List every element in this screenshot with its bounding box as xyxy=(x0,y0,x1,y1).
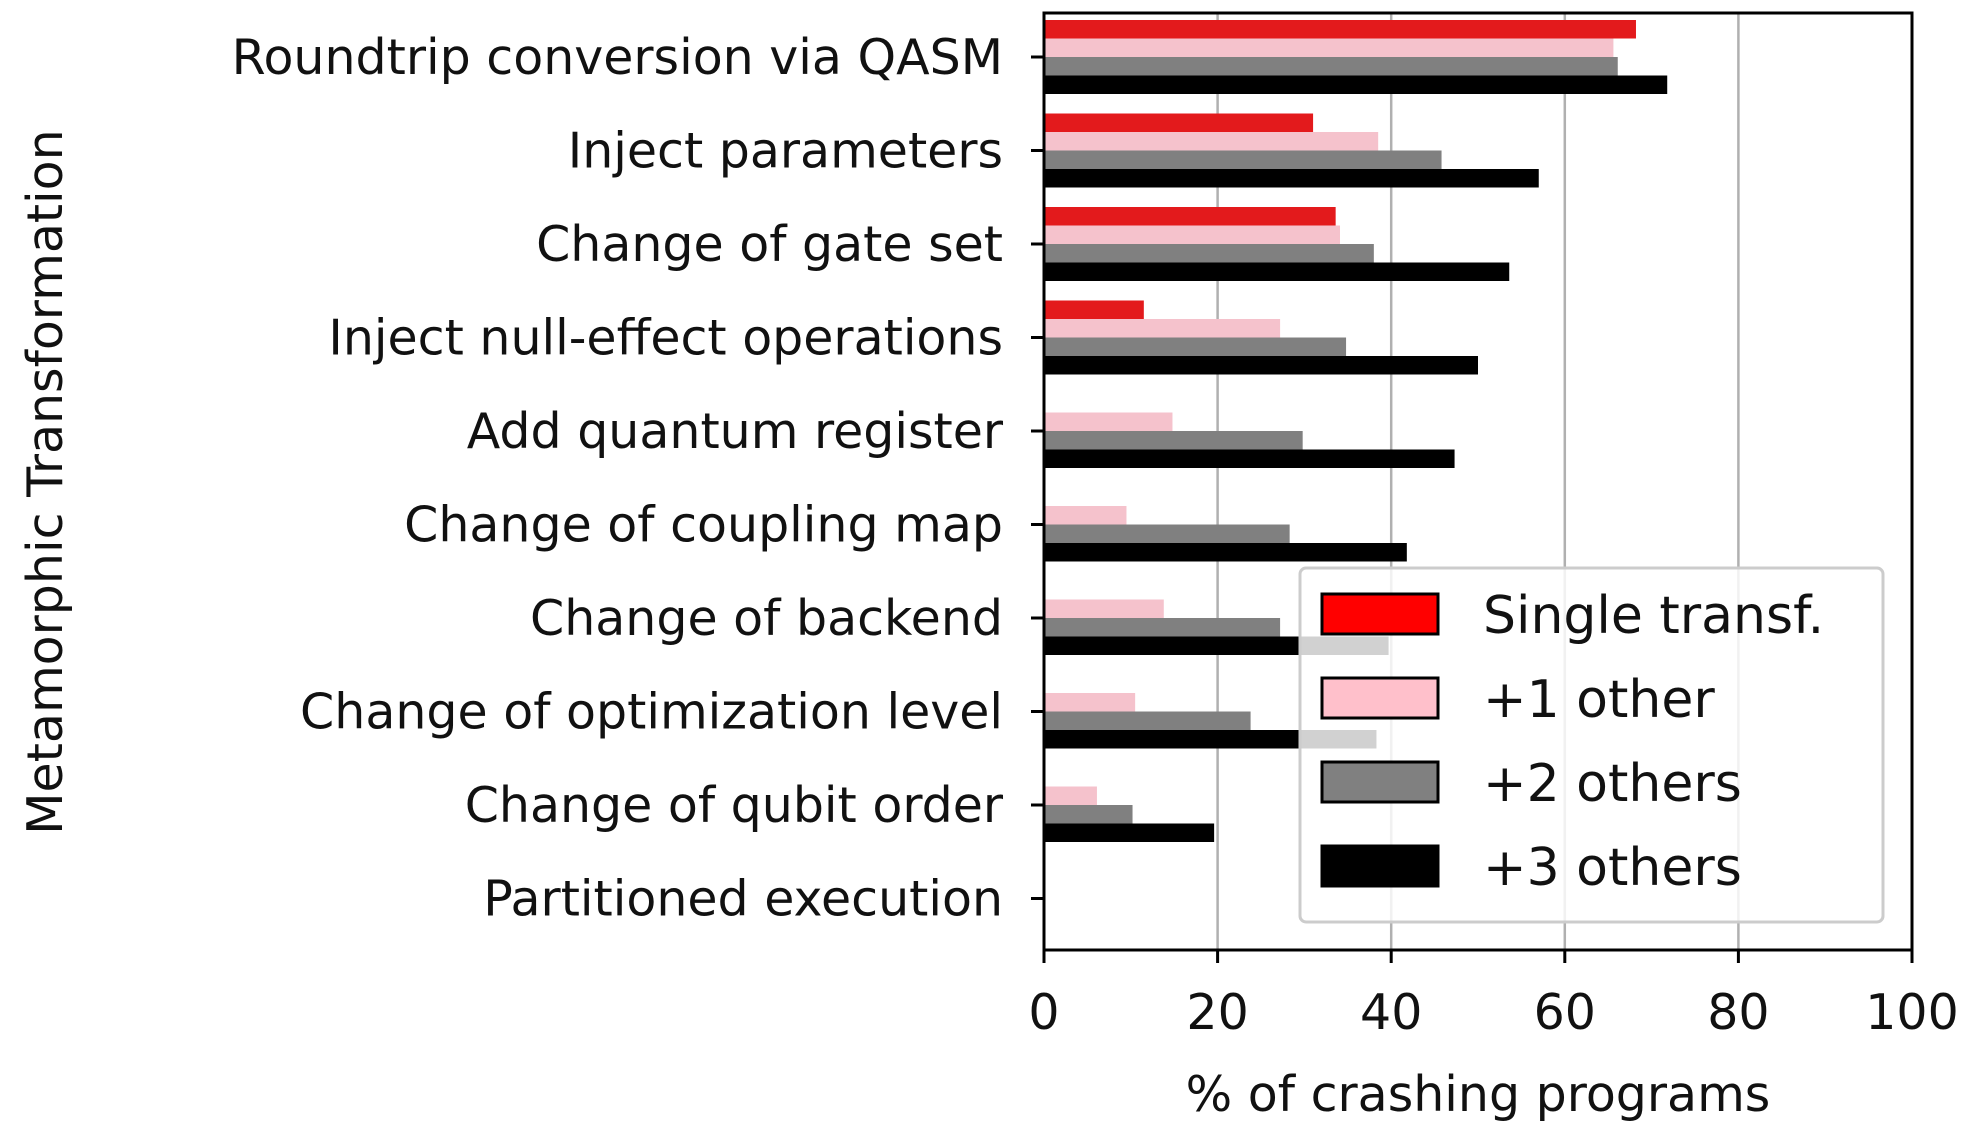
category-label: Inject parameters xyxy=(568,123,1003,180)
category-label: Change of qubit order xyxy=(465,777,1004,834)
x-axis: 0 20 40 60 80 100 xyxy=(1028,950,1959,1041)
x-tick-label: 80 xyxy=(1707,984,1769,1041)
bar xyxy=(1044,113,1314,132)
x-axis-label: % of crashing programs xyxy=(1186,1066,1771,1123)
bar xyxy=(1044,823,1215,842)
bar xyxy=(1044,132,1379,151)
bar xyxy=(1044,412,1173,431)
bar xyxy=(1044,207,1336,226)
bar xyxy=(1044,244,1374,263)
legend-label: +3 others xyxy=(1483,838,1742,898)
x-tick-label: 100 xyxy=(1865,984,1959,1041)
bar xyxy=(1044,786,1097,805)
bar xyxy=(1044,730,1377,749)
category-label: Partitioned execution xyxy=(483,871,1003,928)
bar xyxy=(1044,300,1144,319)
bar xyxy=(1044,431,1303,450)
bar xyxy=(1044,524,1290,543)
bar xyxy=(1044,805,1133,824)
category-label: Inject null-effect operations xyxy=(328,310,1003,367)
bar xyxy=(1044,38,1614,57)
bar xyxy=(1044,599,1164,618)
legend-swatch xyxy=(1320,592,1440,636)
bar xyxy=(1044,337,1347,356)
legend-frame xyxy=(1298,566,1885,924)
category-label: Change of optimization level xyxy=(300,684,1003,741)
x-tick-label: 60 xyxy=(1534,984,1596,1041)
category-label: Change of backend xyxy=(530,590,1003,647)
y-axis-label: Metamorphic Transformation xyxy=(17,129,74,834)
y-axis: Roundtrip conversion via QASM Inject para… xyxy=(232,29,1044,928)
bar xyxy=(1044,57,1618,76)
legend-label: +1 other xyxy=(1483,670,1715,730)
bar xyxy=(1044,449,1455,468)
category-label: Add quantum register xyxy=(467,403,1004,460)
legend-label: +2 others xyxy=(1483,754,1742,814)
legend-swatch xyxy=(1320,676,1440,720)
legend: Single transf. +1 other +2 others +3 others xyxy=(1298,566,1885,924)
bar xyxy=(1044,225,1340,244)
legend-swatch xyxy=(1320,844,1440,888)
bar xyxy=(1044,150,1442,169)
bar xyxy=(1044,319,1281,338)
bar xyxy=(1044,506,1127,525)
category-label: Roundtrip conversion via QASM xyxy=(232,29,1003,86)
category-label: Change of gate set xyxy=(536,216,1003,273)
x-tick-label: 20 xyxy=(1186,984,1248,1041)
legend-label: Single transf. xyxy=(1483,586,1824,646)
bars xyxy=(1044,20,1668,842)
bar xyxy=(1044,711,1251,730)
bar xyxy=(1044,262,1510,281)
bar xyxy=(1044,618,1281,637)
x-tick-label: 40 xyxy=(1360,984,1422,1041)
bar xyxy=(1044,543,1407,562)
legend-swatch xyxy=(1320,760,1440,804)
category-label: Change of coupling map xyxy=(404,497,1003,554)
bar xyxy=(1044,75,1668,94)
bar xyxy=(1044,693,1136,712)
bar xyxy=(1044,356,1478,375)
x-tick-label: 0 xyxy=(1028,984,1059,1041)
bar xyxy=(1044,20,1636,39)
bar xyxy=(1044,169,1539,188)
plot-frame xyxy=(1042,11,1914,952)
